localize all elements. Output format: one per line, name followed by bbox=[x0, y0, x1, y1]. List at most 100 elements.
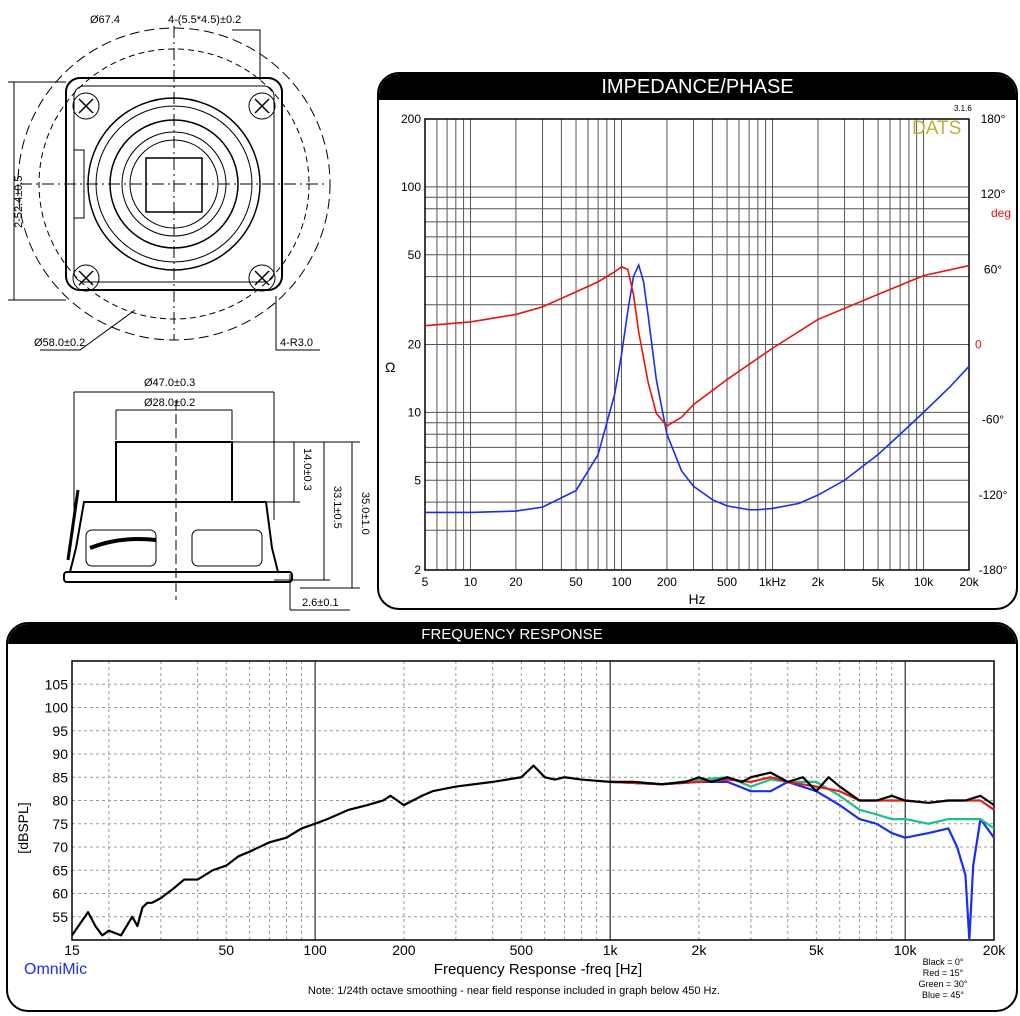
dats-version: 3.1.6 bbox=[954, 104, 972, 113]
mount-hole-tr bbox=[248, 92, 276, 120]
legend-entry: Blue = 45° bbox=[922, 990, 964, 1000]
x-tick-label: 5k bbox=[809, 942, 825, 958]
dim-height: 2-52.4±0.5 bbox=[13, 175, 25, 228]
phase-tick-label: 180° bbox=[981, 112, 1006, 126]
magnet-h-dim bbox=[232, 441, 300, 503]
x-tick-label: 100 bbox=[303, 942, 327, 958]
y-tick-label: 200 bbox=[401, 112, 421, 126]
gap-left bbox=[85, 529, 157, 567]
legend-entry: Red = 15° bbox=[923, 968, 964, 978]
lead-wire bbox=[89, 537, 157, 550]
fr-x-label: Frequency Response -freq [Hz] bbox=[434, 961, 642, 978]
y-tick-label: 55 bbox=[52, 909, 68, 925]
leader-lines bbox=[232, 29, 320, 351]
y-tick-label: 105 bbox=[45, 676, 69, 692]
impedance-y-label: Ω bbox=[385, 359, 395, 375]
x-tick-label: 5 bbox=[422, 575, 429, 589]
x-tick-label: 20 bbox=[509, 575, 523, 589]
fr-y-ticks: 55 60 65 70 75 80 85 90 95 100 105 bbox=[45, 676, 69, 925]
phase-tick-label: 60° bbox=[984, 262, 1002, 276]
x-tick-label: 200 bbox=[657, 575, 677, 589]
frame-dia-dim bbox=[73, 391, 275, 520]
terminal-side bbox=[66, 489, 80, 561]
dim-bolt-dia: Ø58.0±0.2 bbox=[34, 337, 85, 349]
x-tick-label: 1k bbox=[603, 942, 619, 958]
frequency-response-chart: 15 50 100 200 500 1k 2k 5k 10k 20k 55 60 65 70 75 80 85… bbox=[15, 660, 1006, 1000]
plot-border bbox=[424, 118, 970, 571]
y-tick-label: 100 bbox=[45, 700, 69, 716]
impedance-series bbox=[424, 262, 970, 514]
dim-total-depth: 35.0±1.0 bbox=[359, 492, 371, 535]
hole-marks bbox=[78, 98, 270, 286]
gap-right bbox=[191, 529, 263, 567]
x-tick-label: 500 bbox=[510, 942, 534, 958]
dim-magnet-height: 14.0±0.3 bbox=[301, 448, 313, 491]
dim-depth: 33.1±0.5 bbox=[331, 486, 343, 529]
dim-outer-dia: Ø67.4 bbox=[90, 14, 120, 26]
y-tick-label: 2 bbox=[414, 563, 421, 577]
phase-tick-label: -180° bbox=[979, 563, 1008, 577]
dim-frame-dia: Ø47.0±0.3 bbox=[144, 377, 195, 389]
phase-tick-label: 0 bbox=[975, 338, 982, 352]
magnet-side bbox=[115, 441, 233, 503]
y-tick-label: 10 bbox=[408, 405, 422, 419]
height-dim-lines bbox=[8, 81, 66, 301]
dim-corner-radius: 4-R3.0 bbox=[280, 337, 313, 349]
magnet-dia-dim bbox=[115, 409, 233, 440]
x-tick-label: 10k bbox=[894, 942, 918, 958]
dim-magnet-dia: Ø28.0±0.2 bbox=[144, 397, 195, 409]
fr-series-line bbox=[71, 764, 995, 937]
x-tick-label: 100 bbox=[611, 575, 631, 589]
impedance-line bbox=[425, 262, 970, 514]
y-tick-label: 80 bbox=[52, 793, 68, 809]
fr-series-line bbox=[610, 780, 995, 942]
phase-unit-label: deg bbox=[991, 206, 1011, 220]
y-tick-label: 85 bbox=[52, 769, 68, 785]
impedance-x-ticks: 5 10 20 50 100 200 500 1kHz 2k 5k 10k 20k bbox=[422, 575, 980, 589]
impedance-phase-chart: 5 10 20 50 100 200 500 1kHz 2k 5k 10k 20k 251020501… bbox=[385, 104, 1011, 607]
x-tick-label: 5k bbox=[872, 575, 886, 589]
impedance-grid bbox=[424, 118, 970, 571]
y-tick-label: 65 bbox=[52, 862, 68, 878]
mount-hole-tl bbox=[72, 92, 100, 120]
omnimic-brand: OmniMic bbox=[24, 961, 87, 978]
x-tick-label: 10k bbox=[914, 575, 934, 589]
y-tick-label: 60 bbox=[52, 886, 68, 902]
x-tick-label: 50 bbox=[569, 575, 583, 589]
flange-side bbox=[63, 571, 293, 583]
center-lines bbox=[20, 26, 328, 340]
fr-smoothing-note: Note: 1/24th octave smoothing - near fie… bbox=[308, 985, 720, 997]
dats-brand: DATS bbox=[912, 118, 961, 139]
y-tick-label: 75 bbox=[52, 816, 68, 832]
x-tick-label: 20k bbox=[959, 575, 979, 589]
x-tick-label: 20k bbox=[983, 942, 1007, 958]
fr-angle-legend: Black = 0° Red = 15° Green = 30° Blue = … bbox=[919, 957, 968, 1000]
x-tick-label: 1kHz bbox=[759, 575, 786, 589]
phase-line bbox=[424, 264, 970, 427]
legend-entry: Black = 0° bbox=[923, 957, 964, 967]
plot-border bbox=[71, 660, 995, 941]
mount-hole-bl bbox=[72, 264, 100, 292]
y-tick-label: 70 bbox=[52, 839, 68, 855]
impedance-y-ticks: 2 5 10 20 50 100 200 bbox=[401, 112, 421, 577]
x-tick-label: 10 bbox=[464, 575, 478, 589]
y-tick-label: 20 bbox=[408, 338, 422, 352]
x-tick-label: 200 bbox=[392, 942, 416, 958]
bolt-dia-leader bbox=[40, 309, 136, 351]
y-tick-label: 50 bbox=[408, 248, 422, 262]
x-tick-label: 2k bbox=[692, 942, 708, 958]
fr-x-ticks: 15 50 100 200 500 1k 2k 5k 10k 20k bbox=[64, 942, 1006, 958]
y-tick-label: 90 bbox=[52, 746, 68, 762]
x-tick-label: 50 bbox=[218, 942, 234, 958]
x-tick-label: 500 bbox=[717, 575, 737, 589]
basket-side bbox=[68, 501, 280, 573]
y-tick-label: 5 bbox=[414, 473, 421, 487]
speaker-mechanical-drawing: Ø67.4 4-(5.5*4.5)±0.2 2-52.4±0.5 Ø58.0±0… bbox=[8, 14, 371, 611]
x-tick-label: 15 bbox=[64, 942, 80, 958]
mount-hole-br bbox=[248, 264, 276, 292]
total-depth-dim bbox=[300, 441, 360, 589]
fr-series bbox=[71, 764, 995, 942]
frequency-response-panel: FREQUENCY RESPONSE 15 50 100 200 500 1k 2k 5k 10… bbox=[6, 622, 1018, 1012]
impedance-chart-title: IMPEDANCE/PHASE bbox=[379, 74, 1016, 100]
dim-flange: 2.6±0.1 bbox=[302, 597, 339, 609]
